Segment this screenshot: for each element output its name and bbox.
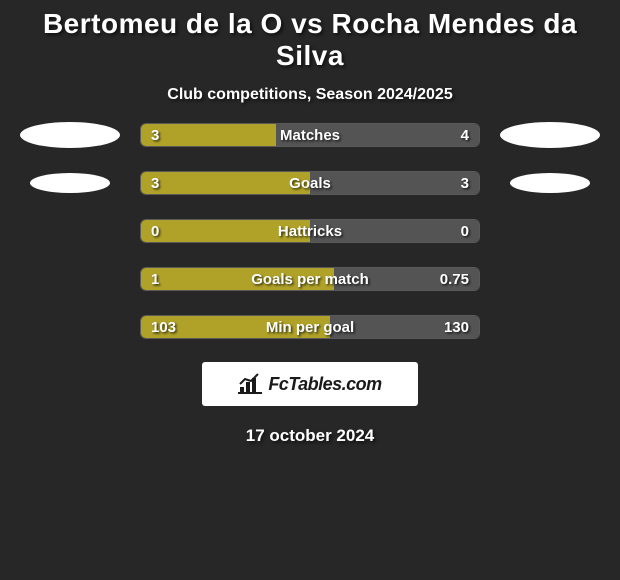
stat-bar: 33Goals [140,171,480,195]
bar-left-fill [141,172,310,194]
stat-row: 00Hattricks [0,218,620,244]
date-label: 17 october 2024 [0,406,620,446]
subtitle: Club competitions, Season 2024/2025 [0,78,620,122]
right-badge-slot [480,122,620,148]
comparison-chart: Bertomeu de la O vs Rocha Mendes da Silv… [0,0,620,446]
stat-row: 10.75Goals per match [0,266,620,292]
logo: FcTables.com [238,373,381,395]
logo-text: FcTables.com [268,374,381,395]
stat-bar: 00Hattricks [140,219,480,243]
bar-right-fill [276,124,479,146]
bar-left-fill [141,220,310,242]
bar-left-fill [141,124,276,146]
left-badge-slot [0,173,140,193]
bar-right-fill [334,268,479,290]
bar-left-fill [141,268,334,290]
stat-row: 33Goals [0,170,620,196]
stat-row: 34Matches [0,122,620,148]
player-badge-left [30,173,110,193]
stat-bar: 34Matches [140,123,480,147]
player-badge-right [510,173,590,193]
stat-row: 103130Min per goal [0,314,620,340]
bar-right-fill [330,316,479,338]
left-badge-slot [0,122,140,148]
page-title: Bertomeu de la O vs Rocha Mendes da Silv… [0,0,620,78]
bar-right-fill [310,172,479,194]
right-badge-slot [480,173,620,193]
stat-bar: 103130Min per goal [140,315,480,339]
logo-box: FcTables.com [202,362,418,406]
stat-bar: 10.75Goals per match [140,267,480,291]
stat-rows: 34Matches 33Goals 00Hattricks 10.75Goals pe… [0,122,620,340]
bar-right-fill [310,220,479,242]
player-badge-left [20,122,120,148]
player-badge-right [500,122,600,148]
bar-left-fill [141,316,330,338]
chart-icon [238,373,264,395]
